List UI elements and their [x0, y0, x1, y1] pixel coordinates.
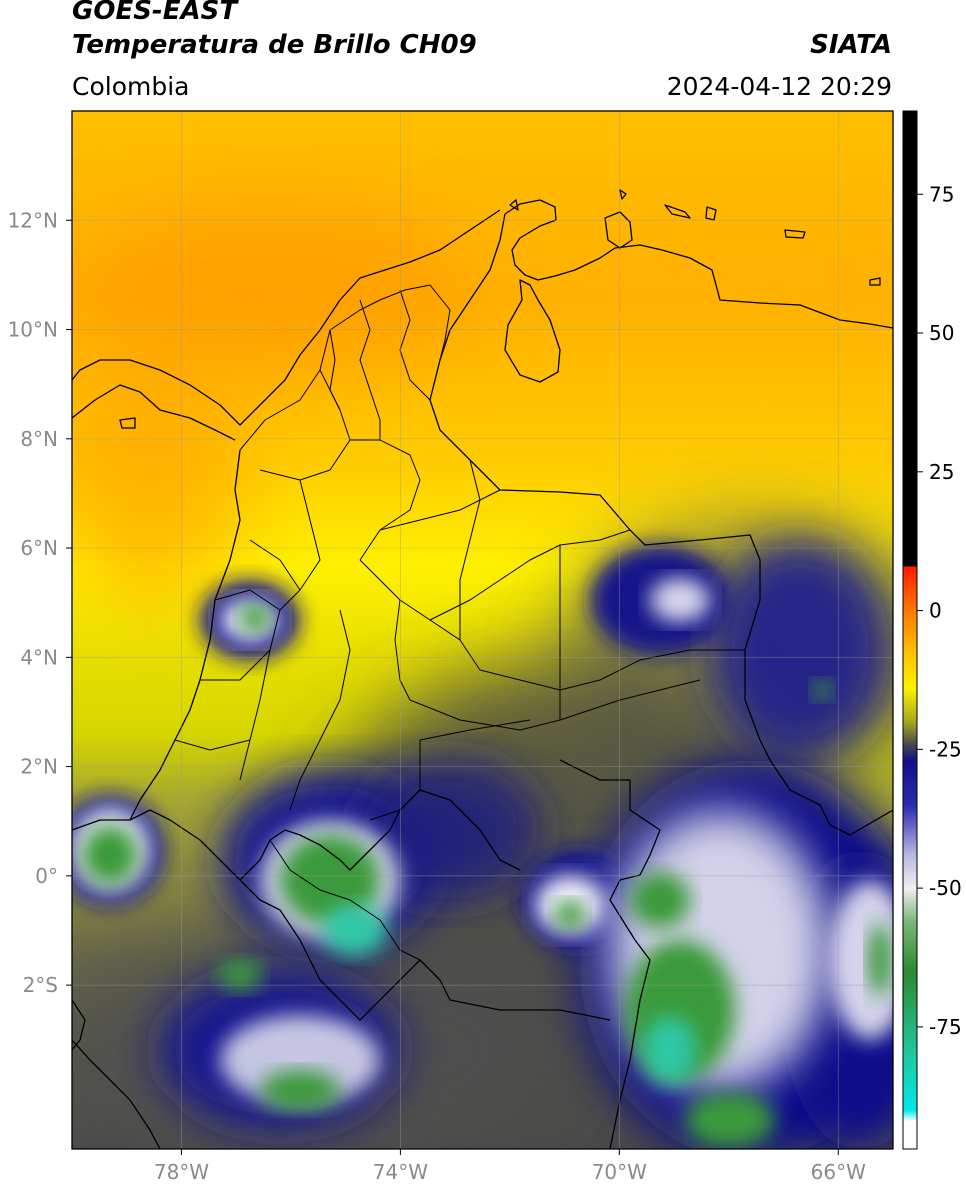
colombia-venezuela-border: [429, 213, 893, 836]
colorbar-tick-label: -50: [929, 876, 962, 900]
product-title: GOES-EAST: [72, 0, 238, 26]
political-boundaries: [72, 189, 893, 1149]
x-tick-label: 74°W: [373, 1160, 428, 1184]
y-tick-label: 6°N: [20, 536, 58, 560]
colombia-brazil-border: [559, 759, 661, 1149]
x-tick-label: 70°W: [592, 1160, 647, 1184]
y-axis-ticks: 12°N 10°N 8°N 6°N 4°N 2°N 0° 2°S: [8, 208, 72, 997]
agency-label: SIATA: [810, 30, 892, 60]
product-subtitle: Temperatura de Brillo CH09: [72, 30, 477, 60]
region-label: Colombia: [72, 72, 190, 101]
southern-border: [72, 999, 86, 1051]
lake-maracaibo: [504, 279, 561, 383]
y-tick-label: 8°N: [20, 427, 58, 451]
colorbar-ticks: 75 50 25 0 -25 -50 -75: [917, 182, 962, 1039]
colorbar-frame: [902, 110, 918, 1150]
colorbar-tick-label: 0: [929, 599, 942, 623]
x-tick-label: 78°W: [154, 1160, 209, 1184]
y-tick-label: 12°N: [8, 208, 58, 232]
y-tick-label: 2°S: [23, 973, 58, 997]
x-tick-label: 66°W: [811, 1160, 866, 1184]
colorbar-tick-label: -25: [929, 737, 962, 761]
brightness-temperature-field: [72, 111, 893, 1149]
y-tick-label: 4°N: [20, 645, 58, 669]
colorbar-tick-label: 50: [929, 321, 954, 345]
y-tick-label: 2°N: [20, 755, 58, 779]
colorbar-tick-label: 75: [929, 182, 954, 206]
x-axis-ticks: 78°W 74°W 70°W 66°W: [154, 1149, 866, 1184]
colombia-peru-border: [239, 789, 521, 881]
timestamp-label: 2024-04-12 20:29: [666, 72, 892, 101]
map-gridlines: [72, 111, 893, 1149]
y-tick-label: 0°: [35, 864, 58, 888]
colorbar-gradient: [903, 111, 917, 1149]
pacific-coast: [129, 449, 241, 821]
paraguana-peninsula: [604, 211, 633, 249]
map-frame: [71, 110, 894, 1150]
colorbar-tick-label: -75: [929, 1015, 962, 1039]
colorbar-tick-label: 25: [929, 460, 954, 484]
peru-coast: [72, 1039, 161, 1149]
colorbar: 75 50 25 0 -25 -50 -75: [902, 110, 962, 1150]
y-tick-label: 10°N: [8, 318, 58, 342]
ecuador-peru-border: [72, 809, 611, 1021]
panama-coast: [72, 384, 236, 441]
caribbean-coast: [72, 209, 501, 426]
